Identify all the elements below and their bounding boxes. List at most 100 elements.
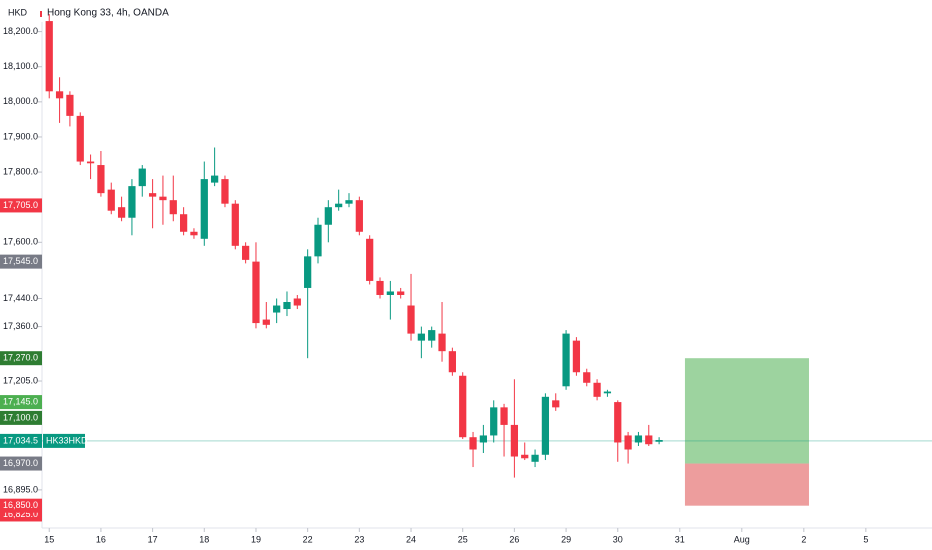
candle-body xyxy=(211,175,219,183)
candle-body xyxy=(304,256,312,288)
candle-body xyxy=(76,115,84,162)
price-label-box xyxy=(0,254,42,269)
candle-body xyxy=(283,302,291,310)
marker xyxy=(40,11,42,17)
x-tick-label: 25 xyxy=(458,534,468,544)
price-label-box xyxy=(0,456,42,471)
candle-body xyxy=(117,207,126,218)
candle-body xyxy=(552,400,560,408)
candle-body xyxy=(614,402,622,443)
candle-body xyxy=(355,200,363,232)
x-tick-label: 29 xyxy=(561,534,571,544)
candle-body xyxy=(107,189,115,211)
candle-body xyxy=(335,203,343,208)
candle-body xyxy=(407,305,415,334)
x-tick-label: 24 xyxy=(406,534,416,544)
price-label: 16,825.0 xyxy=(3,509,38,519)
stop-loss-zone xyxy=(684,463,809,506)
candle-body xyxy=(231,203,239,246)
take-profit-zone xyxy=(684,358,809,464)
candle-body xyxy=(417,333,425,341)
candle-body xyxy=(583,372,591,383)
candle-body xyxy=(221,179,229,204)
candle-body xyxy=(376,280,384,295)
price-label: 16,970.0 xyxy=(3,458,38,468)
price-label-box xyxy=(0,198,42,213)
x-tick-label: 18 xyxy=(199,534,209,544)
x-tick-label: 23 xyxy=(354,534,364,544)
candle-body xyxy=(148,193,157,197)
candle-body xyxy=(273,305,281,313)
candle-body xyxy=(479,435,487,443)
x-tick-label: 16 xyxy=(96,534,106,544)
candle-body xyxy=(624,435,632,450)
candle-body xyxy=(603,391,612,394)
candle-body xyxy=(428,330,436,341)
price-label: 16,850.0 xyxy=(3,500,38,510)
candle-body xyxy=(521,454,529,459)
candle-body xyxy=(531,454,539,462)
y-tick-label: 18,200.0 xyxy=(3,26,38,36)
price-label-box xyxy=(0,498,42,513)
x-tick-label: 15 xyxy=(44,534,54,544)
x-tick-label: 26 xyxy=(509,534,519,544)
candle-body xyxy=(190,231,198,236)
price-label: 17,545.0 xyxy=(3,256,38,266)
candle-body xyxy=(572,340,581,373)
y-tick-label: 18,100.0 xyxy=(3,61,38,71)
x-tick-label: 5 xyxy=(863,534,868,544)
y-tick-label: 17,900.0 xyxy=(3,131,38,141)
x-tick-label: 2 xyxy=(801,534,806,544)
candle-body xyxy=(86,161,95,164)
candle-body xyxy=(252,261,260,324)
candle-body xyxy=(459,375,467,438)
candle-body xyxy=(345,200,353,204)
y-tick-label: 17,205.0 xyxy=(3,375,38,385)
candle-body xyxy=(293,298,301,306)
candle-body xyxy=(314,224,322,257)
candle-body xyxy=(469,437,477,450)
x-tick-label: Aug xyxy=(734,534,750,544)
candle-body xyxy=(645,435,653,445)
candle-body xyxy=(386,291,394,295)
x-tick-label: 17 xyxy=(148,534,158,544)
symbol-box xyxy=(43,433,85,448)
price-label-box xyxy=(0,351,42,366)
candle-body xyxy=(448,351,456,373)
candle-body xyxy=(128,186,136,218)
x-tick-label: 31 xyxy=(675,534,685,544)
price-label: 17,034.5 xyxy=(3,435,38,445)
candle-body xyxy=(242,245,250,260)
candle-body xyxy=(397,291,405,295)
x-tick-label: 30 xyxy=(613,534,623,544)
candle-body xyxy=(97,165,105,194)
candle-body xyxy=(655,440,663,442)
candle-body xyxy=(159,196,167,201)
price-label-box xyxy=(0,433,42,448)
candle-body xyxy=(262,319,270,325)
candle-body xyxy=(500,407,508,425)
candle-body xyxy=(438,333,446,352)
candle-body xyxy=(179,214,188,232)
price-label-box xyxy=(0,410,42,425)
price-label-box xyxy=(0,395,42,410)
x-tick-label: 22 xyxy=(303,534,313,544)
price-label: 17,100.0 xyxy=(3,412,38,422)
y-tick-label: 16,895.0 xyxy=(3,484,38,494)
candle-body xyxy=(200,179,208,239)
y-tick-label: 17,600.0 xyxy=(3,237,38,247)
candle-body xyxy=(562,333,570,387)
candle-body xyxy=(510,424,519,457)
candle-body xyxy=(138,168,146,187)
candle-body xyxy=(490,407,498,436)
y-tick-label: 18,000.0 xyxy=(3,96,38,106)
x-tick-label: 19 xyxy=(251,534,261,544)
symbol-label: HK33HKD xyxy=(46,435,88,445)
price-label: 17,705.0 xyxy=(3,200,38,210)
candle-body xyxy=(634,435,643,443)
y-tick-label: 17,360.0 xyxy=(3,321,38,331)
price-label: 17,270.0 xyxy=(3,353,38,363)
y-tick-label: 17,440.0 xyxy=(3,293,38,303)
candle-body xyxy=(593,382,601,397)
price-label: 17,145.0 xyxy=(3,396,38,406)
